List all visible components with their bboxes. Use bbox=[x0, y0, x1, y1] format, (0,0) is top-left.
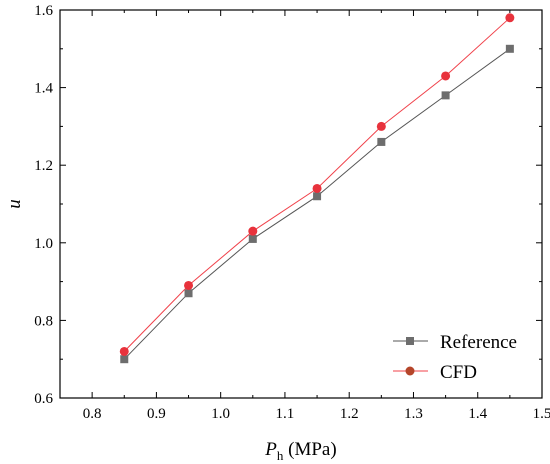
y-tick-label: 1.2 bbox=[34, 158, 53, 174]
data-point-cfd bbox=[312, 183, 322, 193]
data-point-reference bbox=[184, 289, 193, 298]
data-point-reference bbox=[248, 234, 257, 243]
x-tick-label: 1.5 bbox=[533, 406, 550, 422]
x-tick-label: 1.4 bbox=[468, 406, 487, 422]
x-tick-label: 1.1 bbox=[276, 406, 295, 422]
legend-label-reference: Reference bbox=[440, 332, 517, 353]
x-axis-title-symbol: P bbox=[264, 439, 277, 460]
x-axis: 0.8 0.9 1.0 1.1 1.2 1.3 1.4 1.5 bbox=[83, 10, 550, 422]
data-point-cfd bbox=[119, 346, 129, 356]
data-point-reference bbox=[377, 137, 386, 146]
data-point-cfd bbox=[184, 280, 194, 290]
legend-label-cfd: CFD bbox=[440, 362, 477, 383]
y-axis-title: u bbox=[4, 199, 25, 209]
x-axis-title-subscript: h bbox=[277, 448, 284, 463]
y-tick-label: 0.8 bbox=[34, 313, 53, 329]
legend-marker-cfd bbox=[405, 366, 415, 376]
x-tick-label: 1.0 bbox=[211, 406, 230, 422]
data-point-cfd bbox=[376, 121, 386, 131]
data-point-cfd bbox=[248, 226, 258, 236]
data-point-reference bbox=[505, 44, 514, 53]
y-axis: 0.6 0.8 1.0 1.2 1.4 1.6 bbox=[34, 3, 542, 407]
x-tick-label: 0.8 bbox=[83, 406, 102, 422]
series-layer bbox=[119, 13, 515, 364]
data-point-cfd bbox=[441, 71, 451, 81]
x-tick-label: 1.2 bbox=[340, 406, 359, 422]
data-point-reference bbox=[120, 355, 129, 364]
data-point-reference bbox=[313, 192, 322, 201]
x-axis-title: Ph (MPa) bbox=[264, 439, 336, 463]
y-tick-label: 1.0 bbox=[34, 236, 53, 252]
y-tick-label: 1.6 bbox=[34, 3, 53, 19]
series-line-reference bbox=[123, 48, 511, 360]
x-tick-label: 1.3 bbox=[404, 406, 423, 422]
legend: Reference CFD bbox=[393, 332, 517, 383]
x-axis-title-unit: (MPa) bbox=[283, 439, 336, 460]
data-point-reference bbox=[441, 91, 450, 100]
x-tick-label: 0.9 bbox=[147, 406, 166, 422]
y-tick-label: 0.6 bbox=[34, 391, 53, 407]
y-tick-label: 1.4 bbox=[34, 81, 53, 97]
legend-marker-reference bbox=[406, 337, 414, 345]
data-point-cfd bbox=[505, 13, 515, 23]
